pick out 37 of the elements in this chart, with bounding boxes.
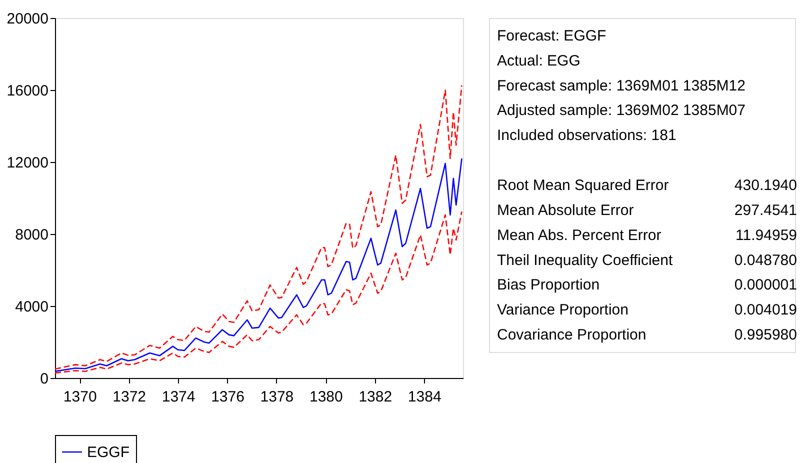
x-tick-label: 1380 bbox=[310, 388, 343, 406]
category-label: Bias Proportion bbox=[497, 276, 600, 294]
category-label: Mean Absolute Error bbox=[497, 202, 634, 219]
category-label: Mean Abs. Percent Error bbox=[497, 226, 662, 244]
text: Forecast: EGGF bbox=[497, 27, 606, 44]
x-tick-label: 1376 bbox=[211, 388, 244, 406]
text: 430.1940 bbox=[734, 177, 797, 194]
x-tick-label: 1372 bbox=[112, 388, 146, 406]
text: 0.004019 bbox=[734, 302, 797, 319]
y-tick-label: 20000 bbox=[6, 10, 48, 28]
legend-label: EGGF bbox=[87, 444, 130, 461]
x-tick-label: 1384 bbox=[408, 388, 442, 406]
category-label: Theil Inequality Coefficient bbox=[497, 252, 674, 269]
line-series bbox=[55, 84, 462, 370]
text: 11.94959 bbox=[736, 226, 797, 244]
text: 0.000001 bbox=[734, 276, 797, 294]
text: Forecast sample: 1369M01 1385M12 bbox=[497, 77, 746, 94]
y-tick-label: 12000 bbox=[6, 154, 48, 172]
text: 0.048780 bbox=[734, 252, 797, 269]
line-series bbox=[55, 211, 462, 374]
text: Adjusted sample: 1369M02 1385M07 bbox=[497, 102, 746, 120]
category-label: Root Mean Squared Error bbox=[497, 177, 669, 194]
text: Actual: EGG bbox=[497, 52, 580, 70]
text: Included observations: 181 bbox=[497, 127, 676, 144]
category-label: Variance Proportion bbox=[497, 302, 628, 319]
line-series bbox=[55, 158, 462, 372]
y-tick-label: 4000 bbox=[15, 298, 48, 316]
x-tick-label: 1382 bbox=[358, 388, 392, 406]
text: 297.4541 bbox=[734, 202, 797, 219]
y-tick-label: 0 bbox=[40, 370, 48, 388]
x-tick-label: 1374 bbox=[162, 388, 196, 406]
category-label: Covariance Proportion bbox=[497, 326, 646, 344]
y-tick-label: 8000 bbox=[15, 226, 48, 244]
text: 0.995980 bbox=[734, 326, 797, 344]
x-tick-label: 1378 bbox=[260, 388, 294, 406]
y-tick-label: 16000 bbox=[6, 82, 48, 100]
x-tick-label: 1370 bbox=[63, 388, 97, 406]
